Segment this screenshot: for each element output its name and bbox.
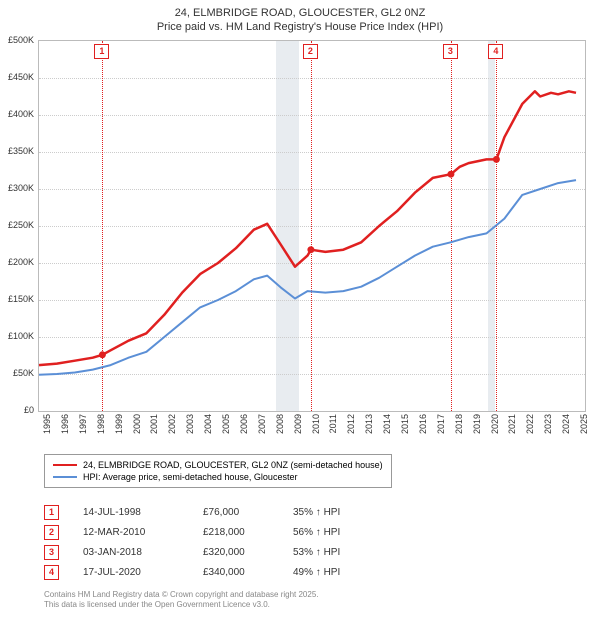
x-axis-label: 2024	[561, 414, 571, 434]
x-axis-label: 2023	[543, 414, 553, 434]
transaction-price: £218,000	[203, 527, 293, 538]
y-axis-label: £200K	[8, 257, 34, 267]
y-axis-label: £100K	[8, 331, 34, 341]
x-axis-label: 1998	[96, 414, 106, 434]
x-axis-label: 1997	[78, 414, 88, 434]
x-axis-label: 1995	[42, 414, 52, 434]
series-price_paid	[39, 91, 576, 365]
transactions-table: 1 14-JUL-1998£76,00035% ↑ HPI 2 12-MAR-2010…	[44, 502, 403, 582]
x-axis-label: 2022	[525, 414, 535, 434]
transaction-price: £340,000	[203, 567, 293, 578]
transaction-dot	[307, 246, 314, 253]
x-axis-label: 2004	[203, 414, 213, 434]
title-line2: Price paid vs. HM Land Registry's House …	[0, 20, 600, 34]
x-axis-label: 2010	[311, 414, 321, 434]
x-axis-label: 2012	[346, 414, 356, 434]
transaction-marker-box: 2	[44, 525, 59, 540]
x-axis-label: 2005	[221, 414, 231, 434]
x-axis-label: 2015	[400, 414, 410, 434]
x-axis-label: 2001	[149, 414, 159, 434]
x-axis-label: 2025	[579, 414, 589, 434]
y-axis-label: £400K	[8, 109, 34, 119]
transaction-pct: 53% ↑ HPI	[293, 547, 403, 558]
credit-text: Contains HM Land Registry data © Crown c…	[44, 590, 319, 611]
transaction-marker-box: 3	[44, 545, 59, 560]
y-axis-label: £150K	[8, 294, 34, 304]
legend-label: 24, ELMBRIDGE ROAD, GLOUCESTER, GL2 0NZ …	[83, 460, 383, 470]
transaction-pct: 49% ↑ HPI	[293, 567, 403, 578]
x-axis-label: 1999	[114, 414, 124, 434]
chart-plot-area	[38, 40, 586, 412]
y-axis-label: £350K	[8, 146, 34, 156]
transaction-row: 2 12-MAR-2010£218,00056% ↑ HPI	[44, 522, 403, 542]
transaction-row: 3 03-JAN-2018£320,00053% ↑ HPI	[44, 542, 403, 562]
transaction-pct: 56% ↑ HPI	[293, 527, 403, 538]
x-axis-label: 2003	[185, 414, 195, 434]
legend-item: HPI: Average price, semi-detached house,…	[53, 471, 383, 483]
transaction-marker-box: 1	[44, 505, 59, 520]
transaction-dot	[447, 171, 454, 178]
marker-number-box: 2	[303, 44, 318, 59]
x-axis-label: 1996	[60, 414, 70, 434]
legend-label: HPI: Average price, semi-detached house,…	[83, 472, 297, 482]
marker-number-box: 3	[443, 44, 458, 59]
x-axis-label: 2019	[472, 414, 482, 434]
y-axis-label: £50K	[13, 368, 34, 378]
chart-title: 24, ELMBRIDGE ROAD, GLOUCESTER, GL2 0NZ …	[0, 0, 600, 35]
transaction-date: 12-MAR-2010	[83, 527, 203, 538]
legend-item: 24, ELMBRIDGE ROAD, GLOUCESTER, GL2 0NZ …	[53, 459, 383, 471]
legend-swatch	[53, 464, 77, 466]
credit-line2: This data is licensed under the Open Gov…	[44, 600, 319, 610]
x-axis-label: 2014	[382, 414, 392, 434]
x-axis-label: 2006	[239, 414, 249, 434]
transaction-date: 03-JAN-2018	[83, 547, 203, 558]
x-axis-label: 2021	[507, 414, 517, 434]
transaction-price: £76,000	[203, 507, 293, 518]
transaction-row: 4 17-JUL-2020£340,00049% ↑ HPI	[44, 562, 403, 582]
series-svg	[39, 41, 585, 411]
y-axis-label: £500K	[8, 35, 34, 45]
x-axis-label: 2008	[275, 414, 285, 434]
x-axis-label: 2016	[418, 414, 428, 434]
transaction-dot	[99, 351, 106, 358]
transaction-price: £320,000	[203, 547, 293, 558]
y-axis-label: £300K	[8, 183, 34, 193]
x-axis-label: 2009	[293, 414, 303, 434]
marker-number-box: 4	[488, 44, 503, 59]
y-axis-label: £250K	[8, 220, 34, 230]
legend: 24, ELMBRIDGE ROAD, GLOUCESTER, GL2 0NZ …	[44, 454, 392, 488]
transaction-marker-box: 4	[44, 565, 59, 580]
x-axis-label: 2017	[436, 414, 446, 434]
x-axis-label: 2013	[364, 414, 374, 434]
transaction-pct: 35% ↑ HPI	[293, 507, 403, 518]
x-axis-label: 2000	[132, 414, 142, 434]
x-axis-label: 2020	[490, 414, 500, 434]
y-axis-label: £450K	[8, 72, 34, 82]
marker-number-box: 1	[94, 44, 109, 59]
y-axis-label: £0	[24, 405, 34, 415]
x-axis-label: 2018	[454, 414, 464, 434]
transaction-date: 17-JUL-2020	[83, 567, 203, 578]
transaction-date: 14-JUL-1998	[83, 507, 203, 518]
x-axis-label: 2007	[257, 414, 267, 434]
title-line1: 24, ELMBRIDGE ROAD, GLOUCESTER, GL2 0NZ	[0, 6, 600, 20]
transaction-row: 1 14-JUL-1998£76,00035% ↑ HPI	[44, 502, 403, 522]
transaction-dot	[493, 156, 500, 163]
credit-line1: Contains HM Land Registry data © Crown c…	[44, 590, 319, 600]
legend-swatch	[53, 476, 77, 478]
x-axis-label: 2002	[167, 414, 177, 434]
x-axis-label: 2011	[328, 414, 338, 433]
